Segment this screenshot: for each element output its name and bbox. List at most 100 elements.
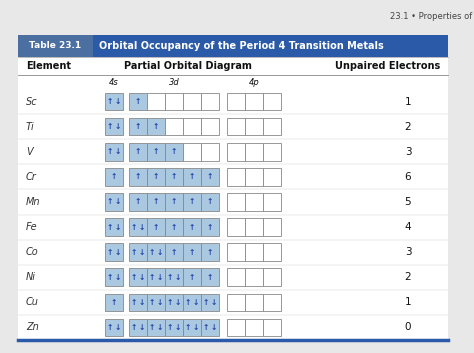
- Text: ↓: ↓: [211, 323, 217, 332]
- Bar: [105, 168, 123, 186]
- Bar: [165, 93, 183, 110]
- Text: ↑: ↑: [189, 197, 195, 207]
- Bar: [147, 243, 165, 261]
- Bar: [227, 269, 245, 286]
- Bar: [165, 319, 183, 336]
- Bar: [201, 243, 219, 261]
- Text: ↑: ↑: [149, 273, 155, 282]
- Bar: [183, 243, 201, 261]
- Text: ↓: ↓: [193, 323, 199, 332]
- Text: ↑: ↑: [185, 323, 191, 332]
- Bar: [227, 193, 245, 211]
- Bar: [129, 118, 147, 136]
- Text: ↓: ↓: [175, 323, 181, 332]
- Text: ↑: ↑: [131, 298, 137, 307]
- Text: ↑: ↑: [171, 172, 177, 181]
- Bar: [245, 294, 263, 311]
- Text: Fe: Fe: [26, 222, 37, 232]
- Text: ↑: ↑: [107, 122, 113, 131]
- Bar: [263, 168, 281, 186]
- Bar: [263, 93, 281, 110]
- Bar: [165, 269, 183, 286]
- Bar: [227, 118, 245, 136]
- Bar: [165, 243, 183, 261]
- Text: ↑: ↑: [153, 197, 159, 207]
- Text: Orbital Occupancy of the Period 4 Transition Metals: Orbital Occupancy of the Period 4 Transi…: [99, 41, 384, 51]
- Bar: [183, 269, 201, 286]
- Text: ↑: ↑: [167, 273, 173, 282]
- Bar: [201, 118, 219, 136]
- Text: ↑: ↑: [131, 323, 137, 332]
- Text: ↑: ↑: [135, 172, 141, 181]
- Bar: [165, 118, 183, 136]
- Text: ↓: ↓: [115, 323, 121, 332]
- Text: ↓: ↓: [115, 122, 121, 131]
- Bar: [263, 319, 281, 336]
- Text: ↑: ↑: [207, 197, 213, 207]
- Text: 2: 2: [405, 122, 411, 132]
- Bar: [227, 168, 245, 186]
- Text: Partial Orbital Diagram: Partial Orbital Diagram: [124, 61, 252, 71]
- Bar: [227, 143, 245, 161]
- Bar: [18, 35, 93, 57]
- Text: 6: 6: [405, 172, 411, 182]
- Text: ↓: ↓: [139, 273, 145, 282]
- Text: ↑: ↑: [131, 222, 137, 232]
- Bar: [263, 143, 281, 161]
- Text: 5: 5: [405, 197, 411, 207]
- Text: ↑: ↑: [135, 147, 141, 156]
- Text: ↑: ↑: [207, 172, 213, 181]
- Bar: [245, 143, 263, 161]
- Text: 4p: 4p: [249, 78, 259, 87]
- Bar: [227, 294, 245, 311]
- Bar: [129, 168, 147, 186]
- Text: Table 23.1: Table 23.1: [29, 42, 82, 50]
- Bar: [165, 143, 183, 161]
- Bar: [183, 294, 201, 311]
- Text: ↑: ↑: [207, 248, 213, 257]
- Bar: [245, 118, 263, 136]
- Text: ↓: ↓: [211, 298, 217, 307]
- Text: Cu: Cu: [26, 297, 39, 307]
- Bar: [147, 143, 165, 161]
- Bar: [245, 218, 263, 236]
- Bar: [165, 168, 183, 186]
- Text: 1: 1: [405, 297, 411, 307]
- Bar: [129, 193, 147, 211]
- Text: ↑: ↑: [107, 323, 113, 332]
- Bar: [183, 193, 201, 211]
- Bar: [183, 168, 201, 186]
- Text: ↑: ↑: [153, 122, 159, 131]
- Text: Ti: Ti: [26, 122, 35, 132]
- Bar: [129, 143, 147, 161]
- Bar: [245, 93, 263, 110]
- Text: ↑: ↑: [185, 298, 191, 307]
- Text: ↑: ↑: [149, 298, 155, 307]
- Text: ↑: ↑: [111, 298, 117, 307]
- Text: ↓: ↓: [193, 298, 199, 307]
- Text: ↑: ↑: [149, 323, 155, 332]
- Bar: [183, 319, 201, 336]
- Bar: [201, 93, 219, 110]
- Text: ↓: ↓: [115, 97, 121, 106]
- Bar: [18, 35, 448, 57]
- Bar: [105, 269, 123, 286]
- Text: ↑: ↑: [167, 323, 173, 332]
- Bar: [105, 243, 123, 261]
- Bar: [227, 93, 245, 110]
- Bar: [183, 93, 201, 110]
- Bar: [201, 294, 219, 311]
- Text: ↑: ↑: [131, 273, 137, 282]
- Bar: [201, 319, 219, 336]
- Text: Cr: Cr: [26, 172, 37, 182]
- Bar: [183, 218, 201, 236]
- Bar: [245, 319, 263, 336]
- Bar: [227, 243, 245, 261]
- Bar: [201, 143, 219, 161]
- Text: ↑: ↑: [207, 222, 213, 232]
- Text: ↑: ↑: [189, 172, 195, 181]
- Bar: [165, 193, 183, 211]
- Bar: [105, 218, 123, 236]
- Text: ↑: ↑: [107, 197, 113, 207]
- Bar: [245, 243, 263, 261]
